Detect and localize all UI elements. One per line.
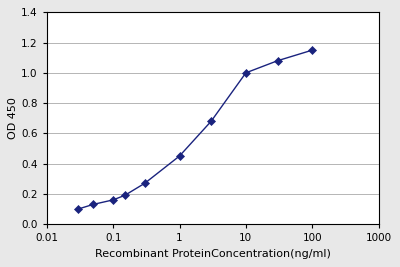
Y-axis label: OD 450: OD 450	[8, 97, 18, 139]
X-axis label: Recombinant ProteinConcentration(ng/ml): Recombinant ProteinConcentration(ng/ml)	[95, 249, 331, 259]
